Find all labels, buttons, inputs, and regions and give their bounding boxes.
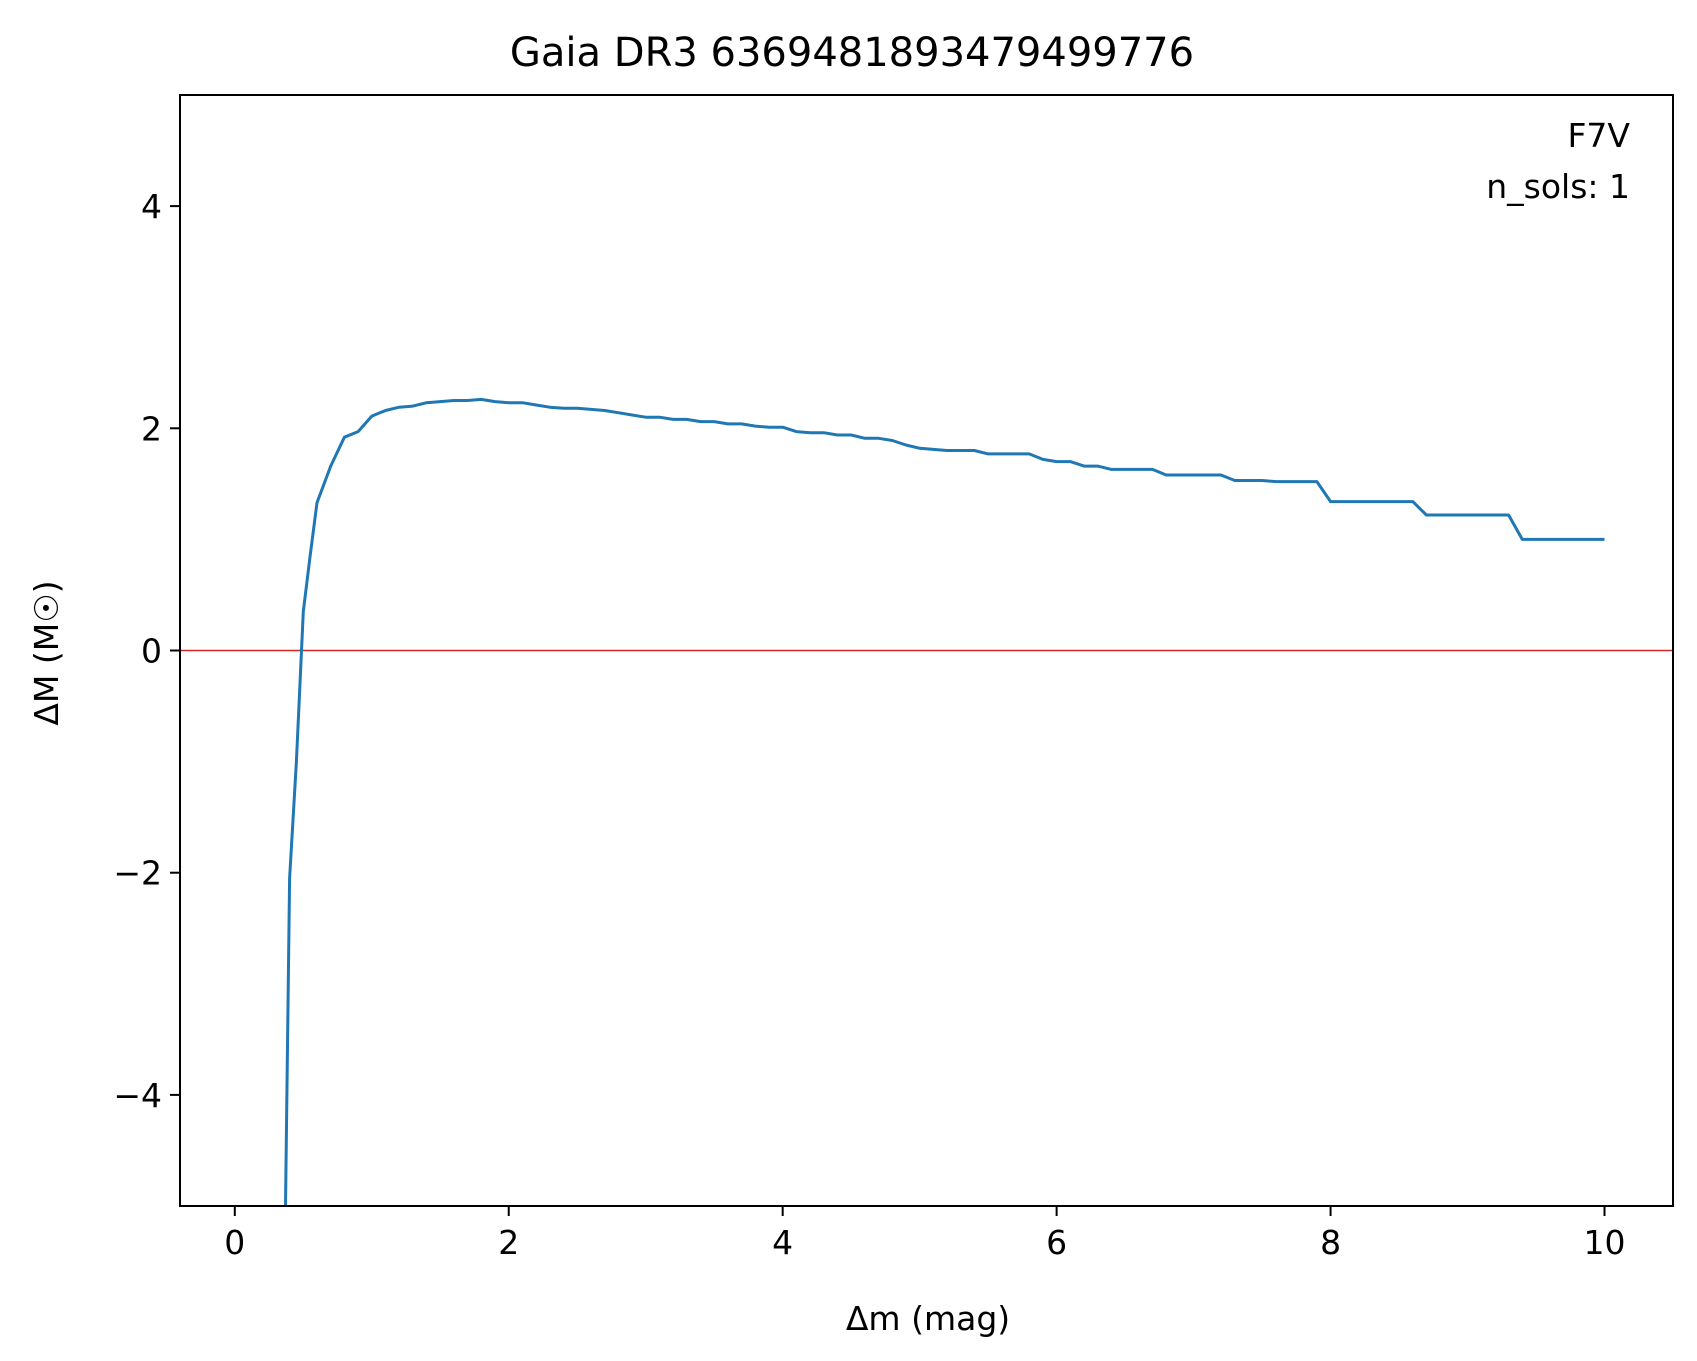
- chart-title: Gaia DR3 6369481893479499776: [510, 30, 1194, 76]
- x-tick-label: 0: [224, 1223, 245, 1262]
- x-axis-label: Δm (mag): [846, 1299, 1010, 1338]
- series-line: [284, 397, 1605, 1207]
- x-tick-label: 4: [772, 1223, 793, 1262]
- y-axis-ticks: −4 −2 0 2 4: [113, 187, 180, 1115]
- x-tick-label: 6: [1046, 1223, 1067, 1262]
- x-tick-label: 10: [1584, 1223, 1626, 1262]
- annotation-n-sols: n_sols: 1: [1486, 167, 1630, 206]
- y-tick-label: 4: [141, 187, 162, 226]
- x-tick-label: 8: [1320, 1223, 1341, 1262]
- x-tick-label: 2: [498, 1223, 519, 1262]
- y-tick-label: −4: [113, 1076, 162, 1115]
- y-tick-label: 2: [141, 409, 162, 448]
- y-tick-label: −2: [113, 854, 162, 893]
- y-axis-label: ΔM (M☉): [27, 580, 66, 725]
- annotation-spectral-type: F7V: [1567, 116, 1630, 155]
- plot-area: [179, 94, 1674, 1207]
- x-axis-ticks: 0 2 4 6 8 10: [224, 1206, 1626, 1262]
- y-tick-label: 0: [141, 632, 162, 671]
